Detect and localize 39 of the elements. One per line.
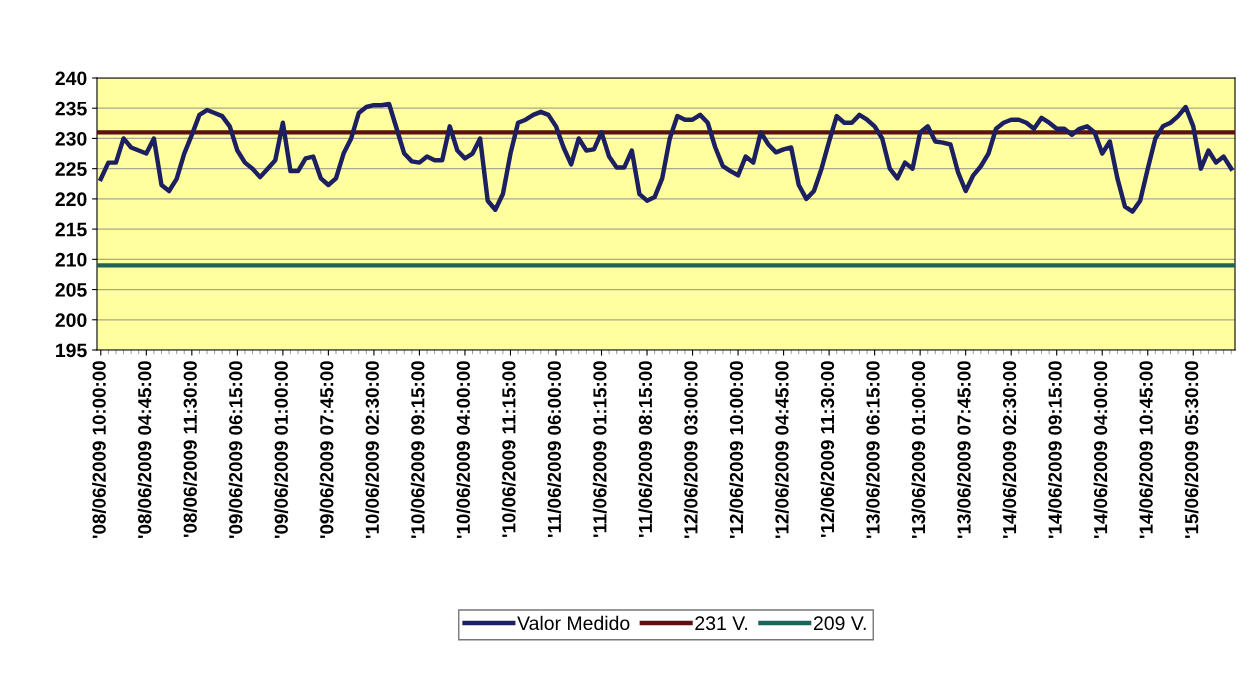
x-tick-label: '12/06/2009 03:00:00 [683, 361, 698, 538]
legend-label: 209 V. [813, 616, 866, 631]
x-tick-label: '11/06/2009 08:15:00 [638, 361, 653, 537]
x-tick-label: '12/06/2009 11:30:00 [820, 361, 835, 537]
y-tick-label: 205 [55, 283, 87, 297]
x-tick-label: '15/06/2009 05:30:00 [1184, 361, 1199, 538]
x-tick-label: '10/06/2009 02:30:00 [365, 361, 380, 538]
line-series [98, 101, 1234, 214]
x-tick-label: '14/06/2009 09:15:00 [1047, 361, 1062, 538]
x-tick-label: '13/06/2009 01:00:00 [911, 361, 926, 538]
x-tick-label: '09/06/2009 06:15:00 [228, 361, 243, 538]
x-tick-label: '11/06/2009 06:00:00 [547, 361, 562, 537]
x-tick-label: '14/06/2009 02:30:00 [1002, 361, 1017, 538]
x-tick-label: '12/06/2009 04:45:00 [774, 361, 789, 538]
x-tick-label: '08/06/2009 11:30:00 [183, 361, 198, 537]
legend-label: 231 V. [695, 616, 748, 631]
x-tick-label: '11/06/2009 01:15:00 [592, 361, 607, 537]
y-tick-label: 240 [55, 71, 87, 86]
x-tick-label: '13/06/2009 06:15:00 [865, 361, 880, 538]
y-tick-label: 215 [55, 222, 87, 237]
y-tick-label: 210 [55, 252, 87, 267]
y-tick-label: 195 [56, 343, 87, 358]
x-tick-label: '09/06/2009 01:00:00 [274, 361, 289, 538]
legend-label: Valor Medido [517, 615, 630, 631]
x-tick-label: '10/06/2009 11:15:00 [501, 361, 516, 537]
y-tick-label: 200 [55, 313, 87, 328]
y-tick-label: 230 [55, 131, 87, 146]
y-tick-label: 220 [55, 192, 87, 207]
x-tick-label: '14/06/2009 10:45:00 [1139, 361, 1153, 538]
x-tick-label: '13/06/2009 07:45:00 [956, 361, 971, 538]
y-tick-label: 225 [55, 162, 87, 176]
x-tick-label: '10/06/2009 09:15:00 [410, 361, 425, 538]
x-tick-label: '10/06/2009 04:00:00 [456, 361, 471, 538]
x-tick-label: '14/06/2009 04:00:00 [1093, 361, 1108, 538]
x-tick-label: '12/06/2009 10:00:00 [729, 361, 744, 538]
x-tick-label: '08/06/2009 04:45:00 [137, 361, 152, 538]
x-tick-label: '09/06/2009 07:45:00 [319, 361, 334, 538]
y-tick-label: 235 [55, 101, 87, 116]
x-tick-label: '08/06/2009 10:00:00 [92, 361, 107, 538]
